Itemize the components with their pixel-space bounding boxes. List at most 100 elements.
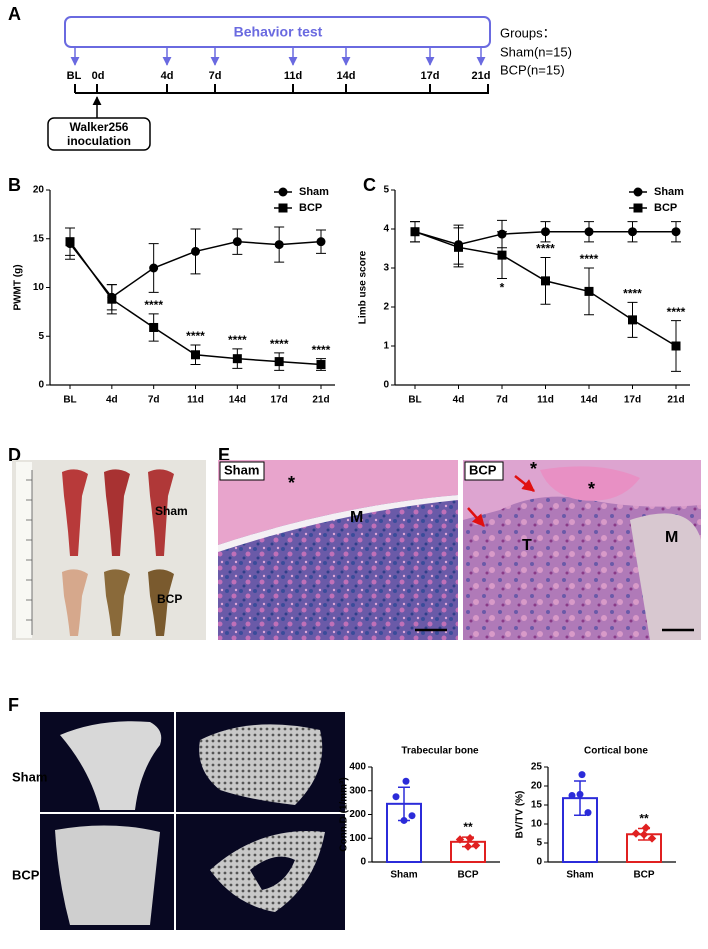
x-tick-label: BL	[63, 395, 76, 406]
data-point	[149, 263, 159, 273]
y-axis-label: Limb use score	[358, 250, 369, 324]
y-tick-label: 5	[38, 331, 44, 342]
x-tick-label: Sham	[390, 870, 417, 881]
chart-title: Trabecular bone	[401, 746, 479, 757]
histology-mark: *	[588, 479, 595, 499]
y-tick-label: 0	[536, 857, 542, 868]
data-point	[471, 841, 481, 850]
significance: **	[463, 820, 473, 834]
x-tick-label: 14d	[580, 395, 597, 406]
data-point	[541, 227, 550, 237]
data-point	[647, 834, 657, 843]
x-tick-label: BL	[408, 395, 421, 406]
data-point	[410, 227, 420, 237]
data-point	[568, 792, 576, 799]
y-tick-label: 0	[38, 380, 44, 391]
significance: ****	[667, 305, 686, 319]
significance: ****	[144, 298, 163, 312]
significance: ****	[186, 329, 205, 343]
micro-ct	[40, 712, 345, 930]
histology-title: BCP	[469, 462, 497, 477]
label-box	[464, 461, 504, 481]
significance: ****	[623, 286, 642, 300]
data-point	[402, 777, 410, 785]
significance: ****	[536, 242, 555, 256]
y-axis-label: Conn.D (1/mm³)	[339, 777, 350, 851]
panel-label: B	[8, 175, 21, 195]
histology-sham	[218, 460, 458, 640]
x-tick-label: Sham	[566, 870, 593, 881]
y-tick-label: 4	[383, 224, 389, 235]
timeline-axis	[74, 84, 489, 118]
data-point	[191, 246, 200, 256]
data-point	[465, 834, 475, 843]
y-axis-label: PWMT (g)	[13, 264, 24, 310]
x-tick-label: 21d	[312, 395, 329, 406]
data-point	[671, 341, 681, 351]
legend-label: BCP	[299, 202, 322, 214]
data-point	[631, 829, 641, 838]
row-label: Sham	[12, 769, 47, 784]
data-point	[628, 227, 637, 237]
data-point	[400, 816, 408, 824]
data-point	[316, 237, 326, 247]
error-bar	[574, 780, 586, 817]
data-point	[497, 250, 507, 260]
bone-photo	[12, 460, 206, 640]
y-tick-label: 20	[531, 781, 543, 792]
x-tick-label: BCP	[633, 870, 654, 881]
significance: ****	[580, 252, 599, 266]
data-point	[191, 350, 200, 360]
data-point	[274, 357, 284, 367]
y-tick-label: 3	[383, 263, 389, 274]
data-point	[455, 835, 465, 844]
data-point	[316, 360, 326, 370]
histology-mark: M	[350, 509, 363, 526]
timepoint: 7d	[209, 70, 222, 82]
y-tick-label: 2	[383, 302, 389, 313]
timepoint: BL	[67, 70, 82, 82]
y-tick-label: 25	[531, 762, 543, 773]
legend-label: Sham	[654, 186, 684, 198]
x-tick-label: 7d	[496, 395, 508, 406]
timepoint: 0d	[92, 70, 105, 82]
behavior-box	[64, 16, 491, 48]
data-point	[628, 315, 637, 325]
data-point	[149, 322, 159, 332]
significance: ****	[270, 337, 289, 351]
data-point	[584, 809, 592, 817]
histology-mark: *	[288, 473, 295, 493]
data-point	[232, 237, 242, 247]
data-point	[454, 242, 463, 252]
x-tick-label: 14d	[229, 395, 246, 406]
timepoint: 21d	[472, 70, 491, 82]
data-point	[578, 771, 586, 779]
data-point	[641, 823, 651, 833]
data-point	[65, 237, 75, 247]
significance: ****	[228, 333, 247, 347]
data-point	[107, 294, 117, 304]
y-tick-label: 0	[360, 857, 366, 868]
panel-label: F	[8, 695, 19, 715]
data-point	[463, 842, 473, 851]
data-point	[392, 793, 400, 801]
timepoint: 4d	[161, 70, 174, 82]
inoculation-label: inoculation	[67, 134, 131, 148]
panel-label: E	[218, 445, 230, 465]
data-point	[584, 286, 594, 296]
x-tick-label: BCP	[457, 870, 478, 881]
histology-mark: *	[530, 459, 537, 479]
legend-label: Sham	[299, 186, 329, 198]
y-tick-label: 0	[383, 380, 389, 391]
data-point	[232, 354, 242, 364]
panel-label: C	[363, 175, 376, 195]
groups-label: Groups：	[500, 25, 556, 40]
x-tick-label: 17d	[624, 395, 641, 406]
y-tick-label: 200	[349, 809, 366, 820]
panel-label: A	[8, 4, 21, 24]
significance: **	[639, 812, 649, 826]
groups-label: Sham(n=15)	[500, 44, 572, 59]
panel-label: D	[8, 445, 21, 465]
timepoint: 17d	[421, 70, 440, 82]
